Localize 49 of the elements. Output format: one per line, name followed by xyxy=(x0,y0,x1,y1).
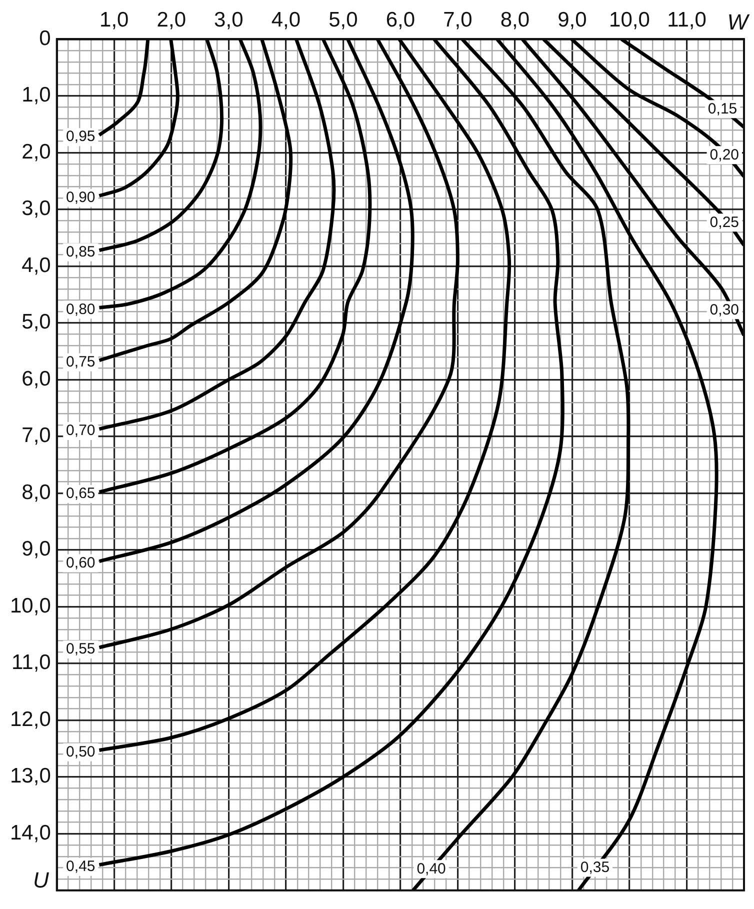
series-label: 0,55 xyxy=(66,640,96,658)
line-series xyxy=(411,39,630,890)
series-label: 0,35 xyxy=(580,858,610,876)
y-tick-label: 4,0 xyxy=(22,254,51,277)
series-label: 0,30 xyxy=(710,301,740,318)
series-label: 0,75 xyxy=(66,354,96,371)
y-axis-title: U xyxy=(32,868,49,893)
y-tick-label: 8,0 xyxy=(22,480,51,504)
x-tick-label: 11,0 xyxy=(667,8,706,32)
y-tick-label: 10,0 xyxy=(10,594,51,618)
series-label: 0,90 xyxy=(66,188,96,206)
x-tick-label: 9,0 xyxy=(558,8,587,32)
y-tick-label: 0 xyxy=(39,26,51,50)
y-tick-label: 6,0 xyxy=(22,367,51,390)
x-tick-label: 2,0 xyxy=(156,8,186,32)
x-tick-label: 8,0 xyxy=(500,8,530,32)
y-tick-label: 14,0 xyxy=(10,821,51,844)
y-tick-label: 9,0 xyxy=(22,538,51,561)
series-label: 0,80 xyxy=(66,300,96,318)
series-label: 0,95 xyxy=(66,128,96,146)
x-axis-title: W xyxy=(727,9,750,34)
x-tick-label: 7,0 xyxy=(443,8,472,32)
y-tick-label: 1,0 xyxy=(22,84,51,107)
series-label: 0,85 xyxy=(66,243,96,260)
y-tick-label: 3,0 xyxy=(22,197,51,220)
series-label: 0,20 xyxy=(710,146,740,164)
x-tick-label: 6,0 xyxy=(386,8,416,32)
y-tick-label: 11,0 xyxy=(12,651,51,674)
x-tick-label: 10,0 xyxy=(609,8,650,32)
series-label: 0,65 xyxy=(66,485,96,502)
line-series xyxy=(570,39,744,178)
x-tick-label: 1,0 xyxy=(100,8,129,32)
series-label: 0,15 xyxy=(708,100,738,118)
series-label: 0,50 xyxy=(66,743,96,760)
series-label: 0,60 xyxy=(66,554,96,572)
x-tick-label: 3,0 xyxy=(214,8,244,32)
y-tick-label: 5,0 xyxy=(22,310,51,334)
y-tick-label: 13,0 xyxy=(10,764,51,788)
x-tick-label: 5,0 xyxy=(328,8,358,32)
y-tick-label: 12,0 xyxy=(10,708,51,731)
y-tick-label: 7,0 xyxy=(22,424,51,448)
series-label: 0,40 xyxy=(416,860,446,878)
series-label: 0,25 xyxy=(710,214,740,231)
series-label: 0,45 xyxy=(66,858,96,876)
series-label: 0,70 xyxy=(66,422,96,440)
line-series xyxy=(542,39,744,247)
x-tick-label: 4,0 xyxy=(271,8,301,32)
y-tick-label: 2,0 xyxy=(22,140,51,164)
line-series xyxy=(520,39,744,338)
